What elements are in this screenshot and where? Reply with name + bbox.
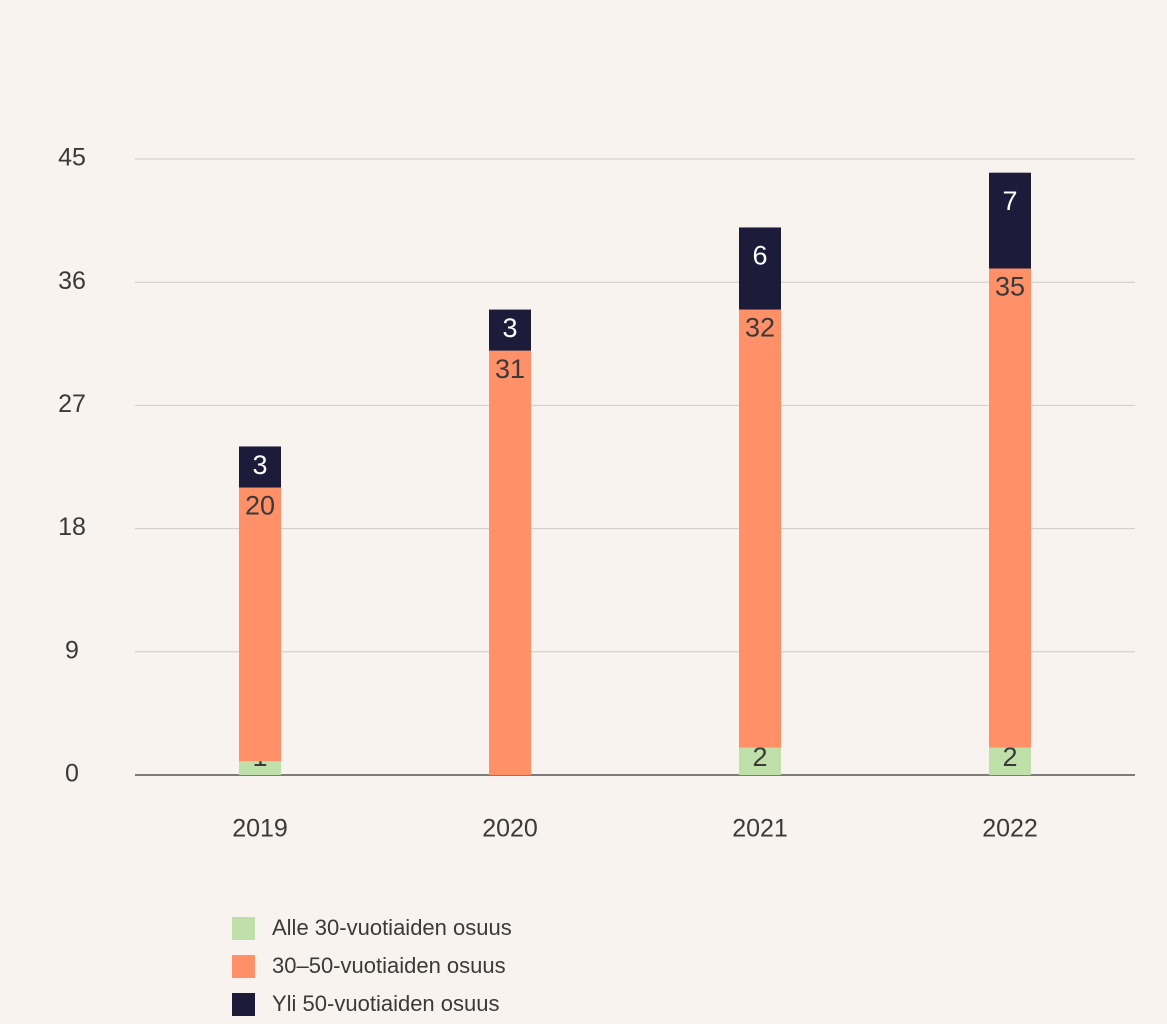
y-tick-label: 9 (65, 636, 79, 664)
legend-label: Yli 50-vuotiaiden osuus (272, 991, 499, 1016)
y-tick-label: 27 (58, 390, 86, 418)
data-label: 35 (995, 272, 1025, 302)
bar-segment (989, 172, 1031, 269)
data-label: 7 (1002, 186, 1017, 216)
legend-label: Alle 30-vuotiaiden osuus (272, 915, 512, 940)
x-tick-label: 2021 (732, 815, 788, 843)
bar-segment (739, 309, 781, 748)
bar-segment (989, 747, 1031, 775)
bar-segment (239, 487, 281, 762)
y-tick-label: 18 (58, 513, 86, 541)
data-label: 2 (752, 742, 767, 772)
bar-segment (989, 268, 1031, 748)
data-label: 3 (252, 450, 267, 480)
data-label: 3 (502, 313, 517, 343)
bar-segment (739, 747, 781, 775)
x-tick-label: 2022 (982, 815, 1038, 843)
bar-segment (239, 761, 281, 775)
x-tick-label: 2019 (232, 815, 288, 843)
legend-label: 30–50-vuotiaiden osuus (272, 953, 506, 978)
y-tick-label: 36 (58, 267, 86, 295)
legend-swatch (232, 993, 255, 1016)
data-label: 32 (745, 313, 775, 343)
x-tick-label: 2020 (482, 815, 538, 843)
data-label: 31 (495, 354, 525, 384)
legend-swatch (232, 955, 255, 978)
bar-segment (489, 350, 531, 775)
y-tick-label: 45 (58, 144, 86, 172)
bar-segment (489, 309, 531, 351)
legend-swatch (232, 917, 255, 940)
y-tick-label: 0 (65, 760, 79, 788)
bar-segment (739, 227, 781, 310)
data-label: 2 (1002, 742, 1017, 772)
data-label: 6 (752, 241, 767, 271)
bar-segment (239, 446, 281, 488)
data-label: 20 (245, 491, 275, 521)
